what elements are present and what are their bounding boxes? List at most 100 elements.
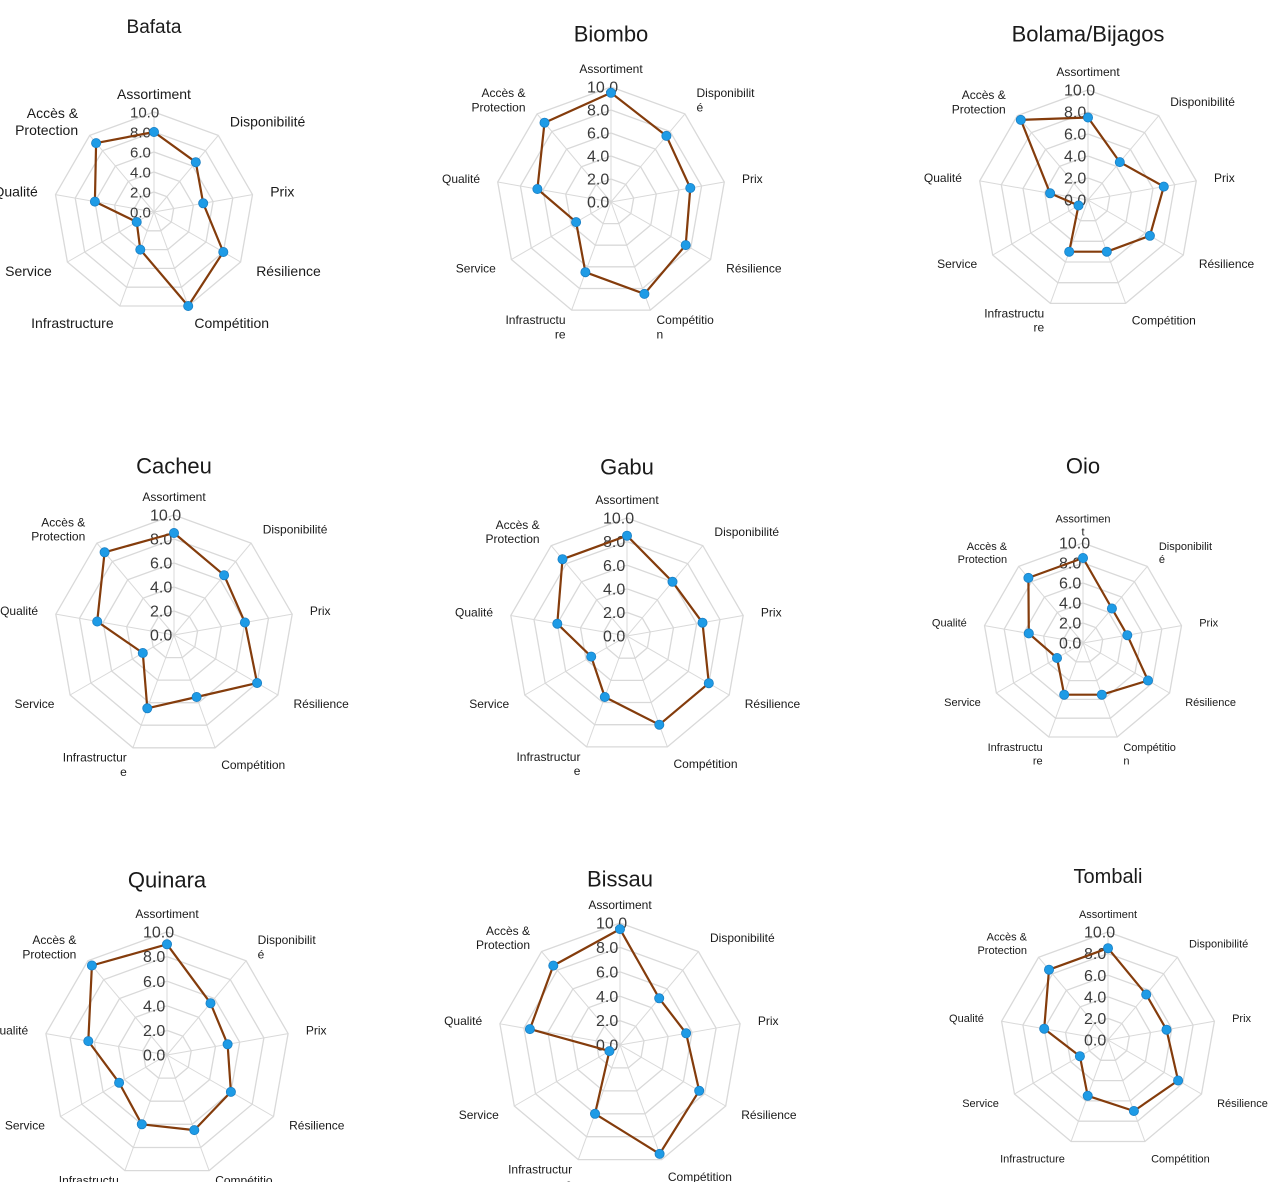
data-point-service [586, 651, 597, 662]
tick-label: 2.0 [596, 1013, 618, 1030]
category-label-service: Service [469, 697, 509, 711]
chart-title: Biombo [574, 22, 649, 47]
data-point-acc-s-protection [557, 554, 568, 565]
grid-ring [133, 191, 175, 232]
category-label-service: Service [944, 697, 981, 709]
category-label-comp-tition: Compétition [1132, 313, 1196, 327]
data-point-r-silience [1144, 230, 1155, 241]
grid-spoke [1107, 1020, 1215, 1041]
grid-spoke [173, 634, 279, 696]
grid-ring [1086, 1017, 1130, 1061]
category-label-service: Service [937, 257, 977, 271]
tick-label: 8.0 [587, 103, 609, 120]
category-label-service: Service [456, 262, 496, 276]
series-line [1043, 947, 1180, 1113]
grid-ring [519, 109, 703, 290]
series-line [1019, 116, 1165, 253]
grid-ring [547, 971, 693, 1115]
data-point-infrastructu-re [136, 1119, 147, 1130]
data-point-qualit [1023, 628, 1034, 639]
data-point-acc-s-protection [1015, 114, 1026, 125]
tick-label: 8.0 [130, 124, 151, 141]
grid-ring [126, 586, 222, 681]
grid-spoke [173, 542, 252, 636]
category-label-acc-s-protection: Accès & Protection [15, 105, 79, 138]
grid-spoke [1107, 956, 1178, 1041]
data-point-infrastructu-re [1059, 689, 1070, 700]
data-point-prix [198, 198, 209, 209]
tick-label: 2.0 [130, 184, 151, 201]
data-point-disponibilit [219, 570, 230, 581]
grid-spoke [619, 1023, 741, 1046]
grid-spoke [96, 542, 175, 636]
category-label-service: Service [14, 697, 54, 711]
radar-chart-cacheu: Cacheu10.08.06.04.02.00.0AssortimentDisp… [0, 454, 349, 779]
grid-spoke [60, 1054, 168, 1117]
category-label-assortiment: Assortiment [1079, 909, 1137, 921]
grid-ring [55, 514, 293, 749]
series-line [1027, 556, 1150, 696]
grid-ring [1000, 931, 1216, 1143]
grid-ring [78, 538, 270, 726]
grid-ring [595, 1019, 645, 1069]
grid-ring [117, 1005, 217, 1102]
tick-label: 0.0 [1084, 1033, 1106, 1050]
series-line [96, 531, 259, 710]
data-point-disponibilit [1106, 603, 1117, 614]
grid-spoke [497, 181, 612, 203]
grid-spoke [524, 635, 628, 696]
tick-label: 6.0 [150, 556, 172, 573]
grid-spoke [1082, 642, 1118, 738]
grid-ring [74, 131, 234, 288]
grid-spoke [87, 960, 168, 1056]
data-point-r-silience [225, 1086, 236, 1097]
tick-label: 8.0 [143, 949, 165, 966]
data-point-prix [697, 617, 708, 628]
tick-label: 2.0 [603, 605, 625, 622]
data-point-disponibilit [661, 130, 672, 141]
series-line [93, 130, 225, 308]
category-label-comp-titio-n: Compétition [215, 1173, 273, 1182]
data-point-comp-tition [1101, 246, 1112, 257]
series-line [536, 91, 692, 295]
tick-label: 4.0 [587, 149, 609, 166]
category-label-r-silience: Résilience [745, 697, 801, 711]
data-point-comp-tition [191, 692, 202, 703]
grid-ring [556, 564, 698, 704]
grid-spoke [996, 642, 1084, 694]
category-label-assortiment: Assortiment [117, 86, 191, 102]
grid-spoke [571, 201, 612, 311]
radar-chart-bafata: Bafata 10.0 8.0 6.0 4.0 2.0 0.0 Assortiment Disp… [0, 17, 321, 331]
data-point-assortiment [148, 127, 159, 138]
data-point-r-silience [1143, 675, 1154, 686]
tick-label: 4.0 [150, 580, 172, 597]
data-point-qualit [1045, 188, 1056, 199]
data-point-disponibilit [667, 576, 678, 587]
grid-ring [979, 89, 1197, 305]
chart-title: Cacheu [136, 454, 212, 479]
data-point-prix [1161, 1024, 1172, 1035]
grid-ring [587, 178, 635, 225]
category-label-qualit: Qualité [0, 604, 38, 618]
category-label-acc-s-protection: Accès & Protection [22, 933, 76, 961]
grid-spoke [153, 135, 219, 213]
data-point-service [1074, 1051, 1085, 1062]
grid-ring [1062, 622, 1104, 663]
data-point-qualit [1039, 1023, 1050, 1034]
category-label-prix: Prix [742, 172, 763, 186]
category-label-qualit: Qualité [932, 617, 967, 629]
data-point-service [131, 216, 142, 227]
data-point-infrastructure [1082, 1090, 1093, 1101]
grid-spoke [166, 1054, 210, 1171]
grid-ring [1064, 996, 1152, 1082]
grid-spoke [626, 635, 668, 748]
data-point-acc-s-protection [86, 960, 97, 971]
radar-chart-tombali: Tombali10.08.06.04.02.00.0AssortimentDis… [949, 866, 1268, 1165]
data-point-prix [685, 182, 696, 193]
data-point-disponibilit [190, 157, 201, 168]
grid-ring [1044, 155, 1132, 242]
